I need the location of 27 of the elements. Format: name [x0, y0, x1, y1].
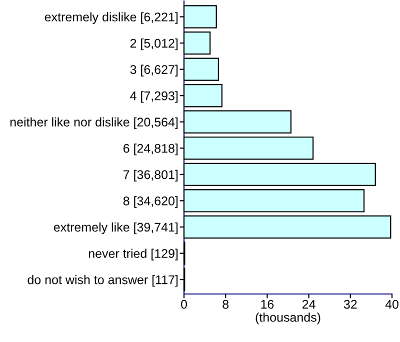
x-tick-label: 24 [302, 300, 316, 309]
x-tick-label: 16 [261, 300, 274, 309]
y-tick-label: 3 [6,627] [130, 64, 178, 76]
y-tick-label: 7 [36,801] [123, 170, 178, 182]
x-tick-label: 32 [344, 300, 357, 309]
bar [183, 110, 292, 134]
y-tick-label: 6 [24,818] [123, 144, 178, 156]
bar [183, 58, 220, 81]
y-tick-label: extremely like [39,741] [54, 222, 178, 234]
x-axis-title: (thousands) [256, 312, 320, 324]
y-tick-label: do not wish to answer [117] [28, 275, 178, 287]
x-tick-label: 0 [181, 300, 187, 309]
bar [183, 31, 211, 55]
bar [183, 136, 314, 160]
y-tick-label: neither like nor dislike [20,564] [10, 117, 178, 129]
bar [183, 162, 376, 186]
bar [183, 215, 392, 239]
y-tick-label: never tried [129] [88, 248, 178, 260]
y-tick-label: extremely dislike [6,221] [44, 12, 178, 24]
bar [183, 84, 222, 108]
y-tick-label: 2 [5,012] [130, 38, 178, 50]
bar [183, 5, 217, 28]
x-tick-label: 40 [385, 300, 398, 309]
y-tick-label: 8 [34,620] [123, 196, 178, 208]
y-tick-label: 4 [7,293] [130, 91, 178, 103]
bar [183, 189, 365, 212]
x-tick-label: 8 [222, 300, 229, 309]
